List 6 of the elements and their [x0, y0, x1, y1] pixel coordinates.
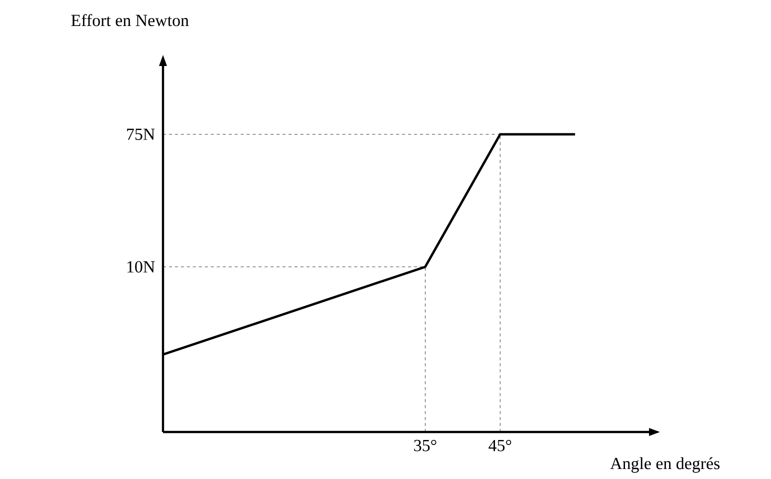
x-tick-label: 45°: [488, 440, 512, 452]
x-axis-title: Angle en degrés: [610, 457, 720, 473]
y-tick-label: 75N: [127, 128, 155, 140]
y-tick-label: 10N: [127, 261, 155, 273]
y-axis-title: Effort en Newton: [71, 14, 189, 26]
x-tick-label: 35°: [414, 440, 436, 452]
